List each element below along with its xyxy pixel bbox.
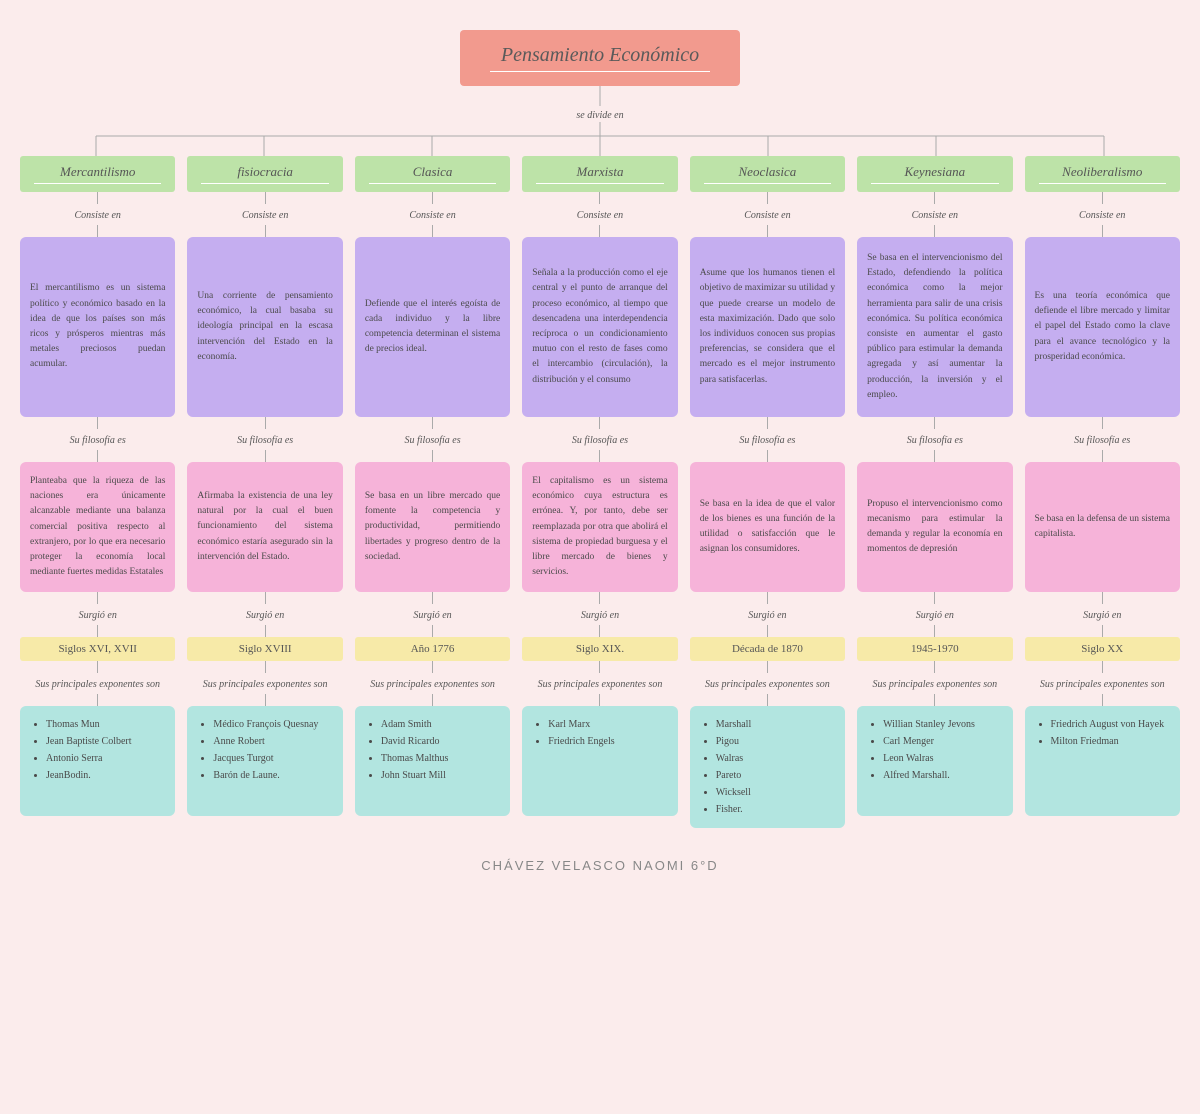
list-item: Jean Baptiste Colbert	[46, 733, 167, 750]
phil-box: Se basa en un libre mercado que fomente …	[355, 462, 510, 592]
school-col-2: Clasica Consiste en Defiende que el inte…	[355, 156, 510, 828]
top-connector: se divide en	[20, 86, 1180, 156]
school-name-box: Clasica	[355, 156, 510, 192]
list-item: Barón de Laune.	[213, 767, 334, 784]
exp-box: Thomas MunJean Baptiste ColbertAntonio S…	[20, 706, 175, 816]
list-item: Anne Robert	[213, 733, 334, 750]
list-item: Fisher.	[716, 801, 837, 818]
list-item: John Stuart Mill	[381, 767, 502, 784]
list-item: Friedrich August von Hayek	[1051, 716, 1172, 733]
list-item: JeanBodin.	[46, 767, 167, 784]
exp-box: Willian Stanley JevonsCarl MengerLeon Wa…	[857, 706, 1012, 816]
list-item: Thomas Mun	[46, 716, 167, 733]
era-box: Década de 1870	[690, 637, 845, 661]
list-item: Karl Marx	[548, 716, 669, 733]
list-item: Leon Walras	[883, 750, 1004, 767]
desc-box: Una corriente de pensamiento económico, …	[187, 237, 342, 417]
columns-container: Mercantilismo Consiste en El mercantilis…	[20, 156, 1180, 828]
list-item: Jacques Turgot	[213, 750, 334, 767]
phil-box: Se basa en la idea de que el valor de lo…	[690, 462, 845, 592]
school-col-1: fisiocracia Consiste en Una corriente de…	[187, 156, 342, 828]
phil-box: El capitalismo es un sistema económico c…	[522, 462, 677, 592]
era-box: Siglo XX	[1025, 637, 1180, 661]
list-item: Pareto	[716, 767, 837, 784]
list-item: Carl Menger	[883, 733, 1004, 750]
desc-box: Asume que los humanos tienen el objetivo…	[690, 237, 845, 417]
main-title-box: Pensamiento Económico	[460, 30, 740, 86]
school-name-box: Marxista	[522, 156, 677, 192]
desc-box: Se basa en el intervencionismo del Estad…	[857, 237, 1012, 417]
list-item: Willian Stanley Jevons	[883, 716, 1004, 733]
era-box: Siglo XVIII	[187, 637, 342, 661]
school-name-box: Neoliberalismo	[1025, 156, 1180, 192]
school-col-0: Mercantilismo Consiste en El mercantilis…	[20, 156, 175, 828]
era-box: 1945-1970	[857, 637, 1012, 661]
main-title: Pensamiento Económico	[501, 44, 699, 66]
list-item: Adam Smith	[381, 716, 502, 733]
list-item: David Ricardo	[381, 733, 502, 750]
exp-box: Médico François QuesnayAnne RobertJacque…	[187, 706, 342, 816]
philosophy-label: Su filosofía es	[20, 429, 175, 450]
desc-box: Señala a la producción como el eje centr…	[522, 237, 677, 417]
arose-label: Surgió en	[20, 604, 175, 625]
list-item: Thomas Malthus	[381, 750, 502, 767]
list-item: Wicksell	[716, 784, 837, 801]
era-box: Siglos XVI, XVII	[20, 637, 175, 661]
phil-box: Planteaba que la riqueza de las naciones…	[20, 462, 175, 592]
footer-credit: CHÁVEZ VELASCO NAOMI 6°D	[20, 858, 1180, 873]
school-name: Mercantilismo	[60, 164, 135, 179]
school-col-6: Neoliberalismo Consiste en Es una teoría…	[1025, 156, 1180, 828]
school-name-box: fisiocracia	[187, 156, 342, 192]
desc-box: El mercantilismo es un sistema político …	[20, 237, 175, 417]
desc-box: Defiende que el interés egoísta de cada …	[355, 237, 510, 417]
exp-box: Karl MarxFriedrich Engels	[522, 706, 677, 816]
school-col-3: Marxista Consiste en Señala a la producc…	[522, 156, 677, 828]
school-col-5: Keynesiana Consiste en Se basa en el int…	[857, 156, 1012, 828]
exp-box: Friedrich August von HayekMilton Friedma…	[1025, 706, 1180, 816]
exponents-label: Sus principales exponentes son	[20, 673, 175, 694]
consists-label: Consiste en	[20, 204, 175, 225]
desc-box: Es una teoría económica que defiende el …	[1025, 237, 1180, 417]
list-item: Alfred Marshall.	[883, 767, 1004, 784]
school-name-box: Keynesiana	[857, 156, 1012, 192]
phil-box: Propuso el intervencionismo como mecanis…	[857, 462, 1012, 592]
list-item: Pigou	[716, 733, 837, 750]
list-item: Marshall	[716, 716, 837, 733]
school-col-4: Neoclasica Consiste en Asume que los hum…	[690, 156, 845, 828]
list-item: Milton Friedman	[1051, 733, 1172, 750]
list-item: Médico François Quesnay	[213, 716, 334, 733]
exp-list: Thomas MunJean Baptiste ColbertAntonio S…	[42, 716, 167, 784]
school-name-box: Mercantilismo	[20, 156, 175, 192]
divide-label: se divide en	[576, 110, 623, 121]
era-box: Siglo XIX.	[522, 637, 677, 661]
era-box: Año 1776	[355, 637, 510, 661]
school-name-box: Neoclasica	[690, 156, 845, 192]
exp-box: Adam SmithDavid RicardoThomas MalthusJoh…	[355, 706, 510, 816]
exp-box: MarshallPigouWalrasParetoWicksellFisher.	[690, 706, 845, 828]
list-item: Walras	[716, 750, 837, 767]
list-item: Antonio Serra	[46, 750, 167, 767]
phil-box: Afirmaba la existencia de una ley natura…	[187, 462, 342, 592]
phil-box: Se basa en la defensa de un sistema capi…	[1025, 462, 1180, 592]
list-item: Friedrich Engels	[548, 733, 669, 750]
